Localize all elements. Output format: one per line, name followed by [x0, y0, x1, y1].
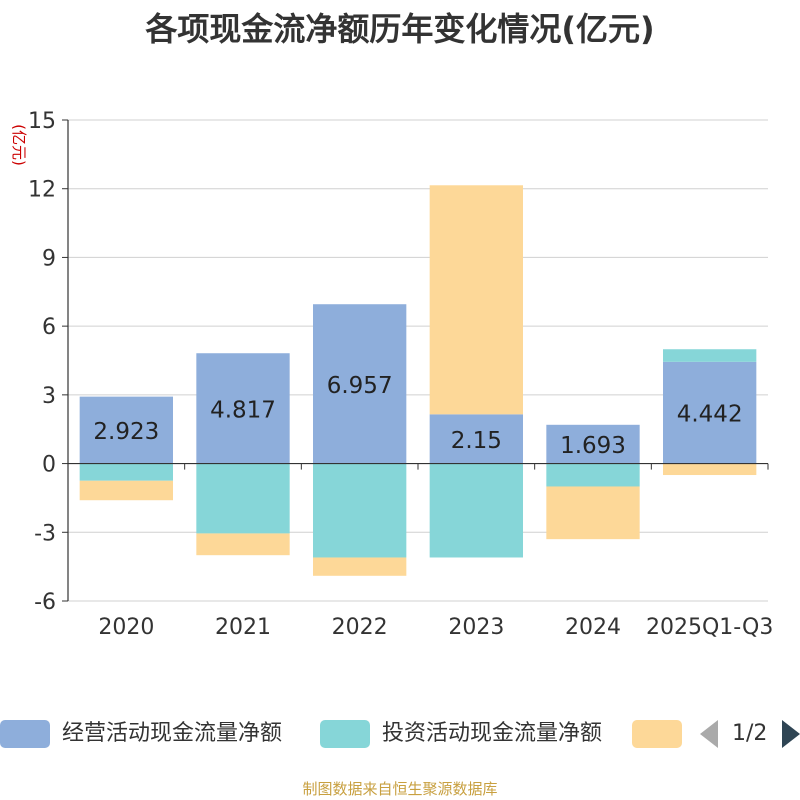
- labels-layer: 2.923 4.817 6.957 2.15 1.693 4.442: [93, 373, 742, 459]
- data-label: 6.957: [327, 373, 393, 399]
- triangle-right-icon[interactable]: [782, 720, 800, 748]
- bar-series-1[interactable]: [79, 463, 173, 481]
- y-tick-label: -6: [34, 590, 56, 615]
- legend-swatch-financing: [632, 720, 682, 748]
- legend-label-investing: 投资活动现金流量净额: [382, 721, 603, 746]
- bar-series-0[interactable]: [663, 361, 757, 464]
- y-tick-label: 3: [42, 384, 56, 409]
- y-tick-label: 15: [28, 109, 56, 134]
- bar-series-2[interactable]: [79, 480, 173, 501]
- data-label: 4.442: [677, 402, 743, 428]
- bar-series-1[interactable]: [663, 349, 757, 362]
- x-tick-label: 2020: [98, 615, 154, 640]
- bar-series-0[interactable]: [196, 353, 290, 464]
- bar-series-0[interactable]: [546, 424, 640, 464]
- x-tick-label: 2021: [215, 615, 271, 640]
- bar-series-2[interactable]: [546, 486, 640, 540]
- x-tick-label: 2023: [448, 615, 504, 640]
- bar-series-2[interactable]: [313, 557, 407, 576]
- triangle-left-icon[interactable]: [700, 720, 718, 748]
- source-note: 制图数据来自恒生聚源数据库: [302, 780, 498, 798]
- y-tick-label: -3: [34, 521, 56, 546]
- legend-page-indicator: 1/2: [732, 721, 768, 746]
- grid-layer: [68, 119, 768, 602]
- bar-series-0[interactable]: [313, 304, 407, 464]
- legend-swatch-investing: [320, 720, 370, 748]
- bar-series-0[interactable]: [79, 396, 173, 464]
- y-tick-label: 9: [42, 246, 56, 271]
- axis-layer: 15 12 9 6 3 0 -3 -6 2020 2021 2022 2023 2024 2025Q1-Q…: [28, 109, 773, 640]
- bar-series-1[interactable]: [546, 463, 640, 487]
- bar-series-1[interactable]: [313, 463, 407, 558]
- x-tick-label: 2025Q1-Q3: [646, 615, 773, 640]
- bar-series-2[interactable]: [663, 463, 757, 476]
- bar-series-1[interactable]: [196, 463, 290, 534]
- y-tick-label: 6: [42, 315, 56, 340]
- data-label: 1.693: [560, 433, 626, 459]
- legend-label-operating: 经营活动现金流量净额: [62, 721, 283, 746]
- data-label: 4.817: [210, 397, 276, 423]
- x-tick-label: 2022: [332, 615, 388, 640]
- data-label: 2.15: [451, 428, 502, 454]
- x-tick-label: 2024: [565, 615, 621, 640]
- y-tick-label: 0: [42, 453, 56, 478]
- y-axis-unit-label: (亿元): [10, 124, 28, 166]
- bar-series-1[interactable]: [429, 463, 523, 558]
- bar-series-0[interactable]: [429, 414, 523, 464]
- data-label: 2.923: [93, 419, 159, 445]
- bars-layer: [79, 185, 757, 576]
- chart-title: 各项现金流净额历年变化情况(亿元): [145, 10, 655, 48]
- y-tick-label: 12: [28, 178, 56, 203]
- bar-series-2[interactable]: [196, 533, 290, 556]
- legend: 经营活动现金流量净额 投资活动现金流量净额 1/2: [0, 716, 800, 752]
- bar-series-2[interactable]: [429, 185, 523, 415]
- legend-swatch-operating: [0, 720, 50, 748]
